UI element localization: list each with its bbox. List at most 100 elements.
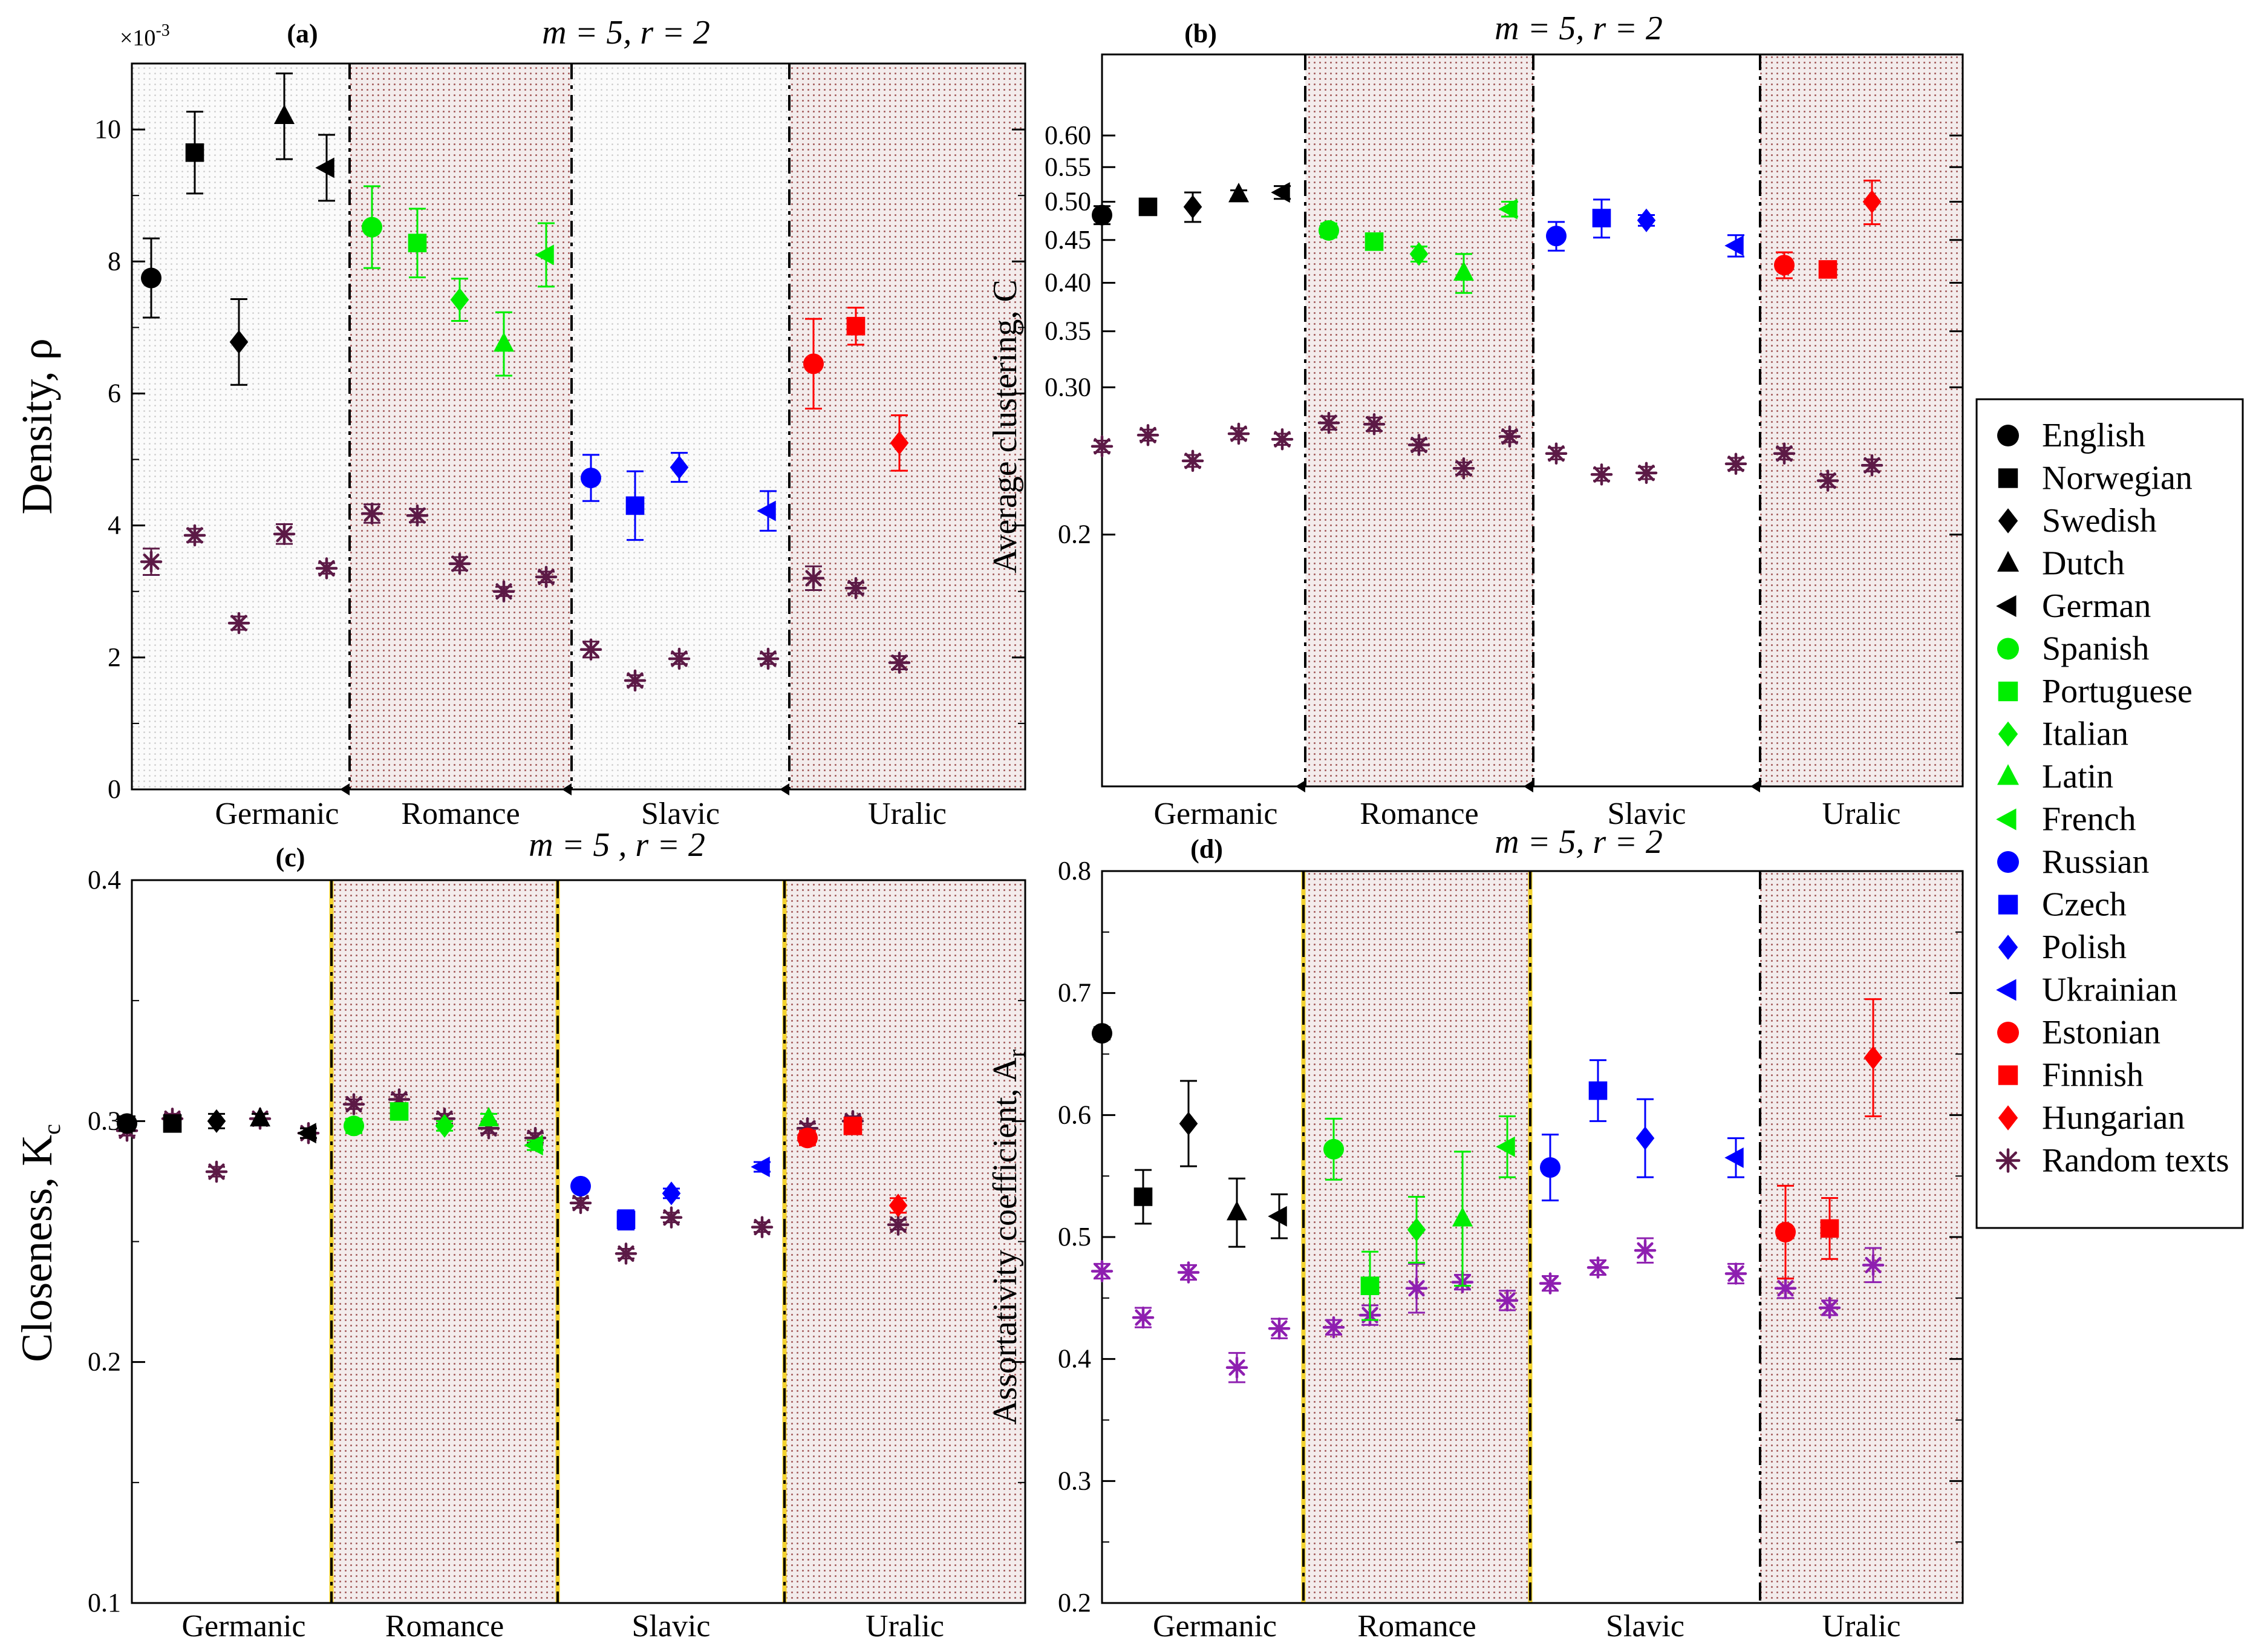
panel-a-random-estonian-point	[802, 567, 825, 590]
panel-b-russian-point	[1546, 226, 1567, 247]
legend-entry-german: German	[1996, 587, 2151, 625]
legend-label-hungarian: Hungarian	[2042, 1099, 2185, 1137]
panel-d-random-english-point	[1091, 1260, 1114, 1282]
panel-b-group-label-uralic: Uralic	[1822, 797, 1901, 831]
panel-b-norwegian-point	[1138, 197, 1158, 217]
panel-a-group-label-slavic: Slavic	[641, 797, 720, 831]
panel-a-title: m = 5, r = 2	[542, 14, 710, 51]
legend-entry-ukrainian: Ukrainian	[1996, 971, 2177, 1009]
panel-b-finnish-point	[1818, 260, 1838, 279]
panel-d-random-finnish-point	[1818, 1296, 1841, 1319]
panel-d-ytick-label-3: 0.5	[1058, 1222, 1091, 1252]
panel-b-german-point	[1271, 182, 1290, 203]
panel-d-ylabel: Assortativity coefficient, Ar	[986, 1050, 1030, 1425]
legend-label-dutch: Dutch	[2042, 545, 2125, 583]
legend-label-latin: Latin	[2042, 758, 2113, 795]
norwegian-legend-marker	[1998, 468, 2018, 488]
panel-b-random-swedish-point	[1181, 449, 1204, 472]
panel-c-ytick-label-0: 0.1	[88, 1588, 121, 1618]
panel-a-region-slavic-shading	[572, 64, 789, 789]
panel-b-region-romance-shading	[1305, 54, 1533, 786]
panel-b-letter: (b)	[1184, 19, 1217, 48]
panel-d: 0.2 0.3 0.4 0.5 0.6 0.7 0.8 m = 5, r = 2 (d) Asso…	[986, 823, 1964, 1644]
panel-d-french-point	[1496, 1136, 1515, 1157]
estonian-legend-marker	[1997, 1022, 2019, 1043]
panel-c-russian-point	[570, 1175, 591, 1197]
panel-a-random-portuguese-point	[406, 504, 429, 527]
panel-b-ytick-label-4: 0.45	[1045, 225, 1091, 255]
legend-entry-hungarian: Hungarian	[1998, 1099, 2185, 1137]
german-legend-marker	[1996, 595, 2017, 617]
panel-d-random-polish-point	[1634, 1239, 1657, 1262]
panel-b-group-label-slavic: Slavic	[1608, 797, 1686, 831]
legend-entry-spanish: Spanish	[1997, 630, 2149, 668]
panel-b-random-norwegian-point	[1136, 424, 1159, 446]
panel-a-random-ukrainian-point	[757, 647, 780, 670]
portuguese-legend-marker	[1998, 681, 2018, 702]
panel-d-random-german-point	[1268, 1317, 1291, 1340]
panel-a-random-german-point	[315, 557, 338, 580]
panel-c-random-ukrainian-point	[751, 1216, 774, 1238]
panel-d-spanish-point	[1323, 1138, 1344, 1160]
panel-a-ytick-label-0: 0	[108, 774, 121, 804]
legend-label-swedish: Swedish	[2042, 502, 2157, 540]
panel-c-finnish-point	[843, 1117, 862, 1135]
panel-b-random-dutch-point	[1227, 422, 1250, 445]
hungarian-legend-marker	[1998, 1105, 2018, 1131]
legend-label-spanish: Spanish	[2042, 630, 2149, 668]
panel-a-swedish-point	[229, 330, 249, 354]
legend-entry-russian: Russian	[1997, 843, 2149, 881]
panel-b-plot-frame	[1101, 53, 1964, 788]
legend-label-finnish: Finnish	[2042, 1057, 2144, 1094]
panel-c-group-label-slavic: Slavic	[632, 1609, 711, 1644]
panel-b-czech-point	[1592, 209, 1611, 227]
panel-a-spanish-point	[362, 217, 382, 238]
panel-b-ytick-label-3: 0.40	[1045, 267, 1091, 297]
ukrainian-legend-marker	[1996, 979, 2017, 1001]
panel-b-random-ukrainian-point	[1724, 452, 1747, 475]
panel-b-latin-point	[1453, 261, 1474, 281]
panel-b-ukrainian-point	[1724, 235, 1744, 256]
panel-c-ytick-label-2: 0.3	[88, 1106, 121, 1135]
panel-a-group-label-uralic: Uralic	[868, 797, 947, 831]
panel-c-random-polish-point	[660, 1206, 683, 1229]
panel-d-random-hungarian-point	[1862, 1254, 1885, 1276]
panel-c-czech-point	[616, 1210, 636, 1229]
legend-entry-norwegian: Norwegian	[1998, 460, 2193, 497]
chart-panels: 0 2 4 6 8 10 ×10-3 m = 5, r = 2 (a) Density, ρ Ger…	[13, 10, 1964, 1644]
panel-a-letter: (a)	[287, 19, 318, 48]
panel-c-random-spanish-point	[342, 1093, 365, 1115]
panel-c-region-romance-shading	[331, 880, 558, 1603]
panel-a-ukrainian-point	[757, 500, 776, 521]
legend-entry-finnish: Finnish	[1998, 1057, 2144, 1094]
panel-d-random-italian-point	[1405, 1277, 1428, 1299]
panel-c-random-hungarian-point	[887, 1213, 910, 1236]
panel-c-swedish-point	[207, 1109, 226, 1133]
spanish-legend-marker	[1997, 638, 2019, 660]
panel-a-random-hungarian-point	[888, 651, 911, 674]
panel-d-english-point	[1092, 1023, 1112, 1044]
panel-d-norwegian-point	[1133, 1187, 1153, 1206]
panel-d-random-ukrainian-point	[1724, 1262, 1747, 1285]
panel-d-ytick-label-0: 0.2	[1058, 1588, 1091, 1618]
panel-d-estonian-point	[1775, 1221, 1796, 1242]
panel-a-ytick-label-1: 2	[108, 642, 121, 672]
legend-entry-english: English	[1997, 417, 2145, 454]
panel-d-group-label-uralic: Uralic	[1822, 1609, 1901, 1644]
panel-d-letter: (d)	[1190, 834, 1223, 864]
french-legend-marker	[1996, 808, 2017, 831]
panel-b-estonian-point	[1774, 255, 1795, 276]
legend: English Norwegian Swedish Dutch German Spanis…	[1975, 398, 2244, 1229]
russian-legend-marker	[1997, 851, 2019, 873]
random-texts-legend-marker	[1995, 1148, 2021, 1173]
swedish-legend-marker	[1998, 508, 2018, 534]
panel-a-random-french-point	[535, 566, 558, 588]
legend-label-russian: Russian	[2042, 843, 2149, 881]
panel-b-ytick-label-6: 0.55	[1045, 152, 1091, 181]
panel-d-portuguese-point	[1360, 1276, 1380, 1295]
panel-c-ytick-label-3: 0.4	[88, 865, 121, 895]
panel-d-random-dutch-point	[1225, 1356, 1248, 1379]
legend-label-czech: Czech	[2042, 886, 2127, 924]
panel-d-ytick-label-6: 0.8	[1058, 856, 1091, 886]
